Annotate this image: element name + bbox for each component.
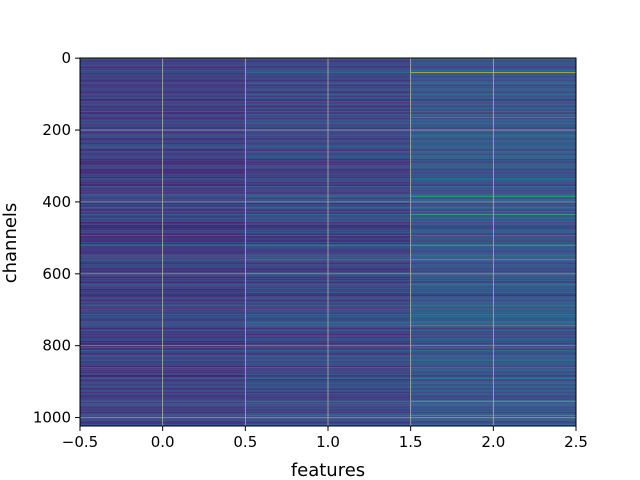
x-tick-label: 0.0 (151, 433, 175, 451)
y-axis-label: channels (0, 203, 21, 284)
y-tick-label: 800 (42, 337, 71, 355)
x-tick-label: 2.5 (564, 433, 588, 451)
x-tick-label: 0.5 (233, 433, 257, 451)
y-tick-label: 200 (42, 121, 71, 139)
x-axis-label: features (291, 460, 365, 480)
x-axis: −0.5 0.0 0.5 1.0 1.5 2.0 2.5 (62, 426, 588, 451)
y-tick-label: 600 (42, 265, 71, 283)
y-tick-label: 400 (42, 193, 71, 211)
y-tick-label: 0 (61, 49, 71, 67)
x-tick-label: 1.5 (399, 433, 423, 451)
y-axis: 0 200 400 600 800 1000 (33, 49, 80, 427)
plot-area (79, 57, 577, 427)
x-tick-label: 2.0 (481, 433, 505, 451)
x-tick-label: −0.5 (62, 433, 98, 451)
y-tick-label: 1000 (33, 409, 71, 427)
x-tick-label: 1.0 (316, 433, 340, 451)
